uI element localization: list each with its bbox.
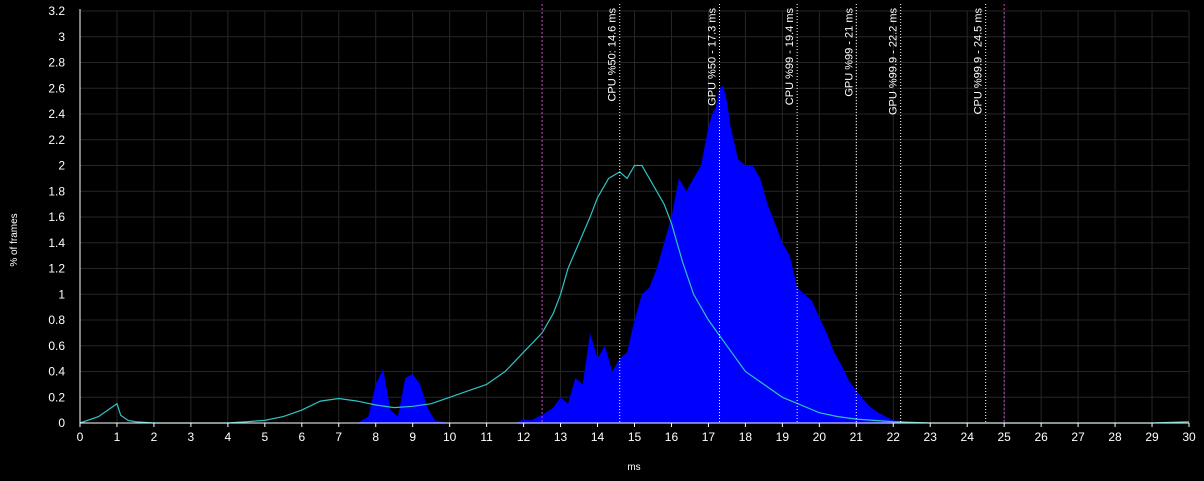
y-tick-label: 0.6 [48, 339, 65, 353]
x-tick-label: 5 [261, 430, 268, 444]
x-tick-label: 17 [702, 430, 716, 444]
percentile-marker-label: GPU %99.9 - 22.2 ms [888, 8, 900, 115]
x-tick-label: 11 [480, 430, 493, 444]
y-tick-label: 1.6 [48, 210, 65, 224]
x-tick-label: 29 [1145, 430, 1159, 444]
x-tick-label: 30 [1182, 430, 1196, 444]
y-tick-label: 1.8 [48, 184, 65, 198]
y-axis-title: % of frames [9, 213, 20, 266]
x-tick-label: 7 [335, 430, 342, 444]
x-tick-label: 10 [443, 430, 457, 444]
percentile-marker-label: GPU %99 - 21 ms [843, 8, 855, 97]
y-tick-label: 2.8 [48, 56, 65, 70]
y-tick-label: 1 [58, 287, 65, 301]
y-tick-label: 2 [58, 159, 65, 173]
x-tick-label: 8 [372, 430, 379, 444]
x-tick-label: 24 [961, 430, 975, 444]
y-tick-label: 2.6 [48, 81, 65, 95]
x-tick-label: 1 [114, 430, 121, 444]
axes: 0 0.2 0.4 0.6 0.8 1 1.2 1.4 1.6 1.8 2 2.2 2.4 2.6 2.8 3… [48, 4, 1196, 444]
y-tick-label: 0 [58, 416, 65, 430]
x-tick-label: 0 [77, 430, 84, 444]
cpu-frametime-line [79, 164, 1190, 424]
percentile-marker-label: CPU %99 - 19.4 ms [784, 8, 796, 106]
y-tick-label: 2.4 [48, 107, 65, 121]
x-tick-label: 4 [225, 430, 232, 444]
x-tick-label: 15 [628, 430, 642, 444]
percentile-marker-label: CPU %99.9 - 24.5 ms [973, 8, 985, 115]
x-tick-label: 19 [776, 430, 790, 444]
y-tick-label: 0.4 [48, 365, 65, 379]
x-tick-label: 14 [591, 430, 605, 444]
percentile-marker-label: CPU %50: 14.6 ms [607, 8, 619, 102]
x-tick-label: 20 [813, 430, 827, 444]
x-tick-label: 25 [997, 430, 1011, 444]
x-tick-label: 27 [1071, 430, 1085, 444]
x-tick-label: 16 [665, 430, 679, 444]
x-axis-title: ms [627, 462, 640, 473]
percentile-marker-label: GPU %50 - 17.3 ms [707, 8, 719, 106]
percentile-markers: CPU %50: 14.6 ms GPU %50 - 17.3 ms CPU %99… [541, 4, 1005, 423]
y-tick-label: 0.8 [48, 313, 65, 327]
x-tick-label: 28 [1108, 430, 1122, 444]
y-tick-label: 2.2 [48, 133, 65, 147]
y-tick-label: 1.2 [48, 262, 65, 276]
x-tick-label: 2 [151, 430, 158, 444]
x-tick-label: 3 [188, 430, 195, 444]
y-tick-label: 0.2 [48, 390, 65, 404]
gpu-area-series [80, 85, 1189, 423]
x-tick-label: 18 [739, 430, 753, 444]
x-tick-label: 6 [298, 430, 305, 444]
gpu-frametime-area [80, 85, 1189, 423]
y-tick-label: 3 [58, 30, 65, 44]
x-tick-label: 23 [924, 430, 938, 444]
x-tick-label: 12 [517, 430, 531, 444]
x-tick-label: 13 [554, 430, 568, 444]
x-tick-label: 22 [887, 430, 901, 444]
x-tick-label: 21 [850, 430, 864, 444]
x-tick-label: 9 [409, 430, 416, 444]
cpu-line-series [79, 164, 1190, 424]
y-tick-label: 3.2 [48, 4, 65, 18]
x-tick-label: 26 [1034, 430, 1048, 444]
y-tick-label: 1.4 [48, 236, 65, 250]
